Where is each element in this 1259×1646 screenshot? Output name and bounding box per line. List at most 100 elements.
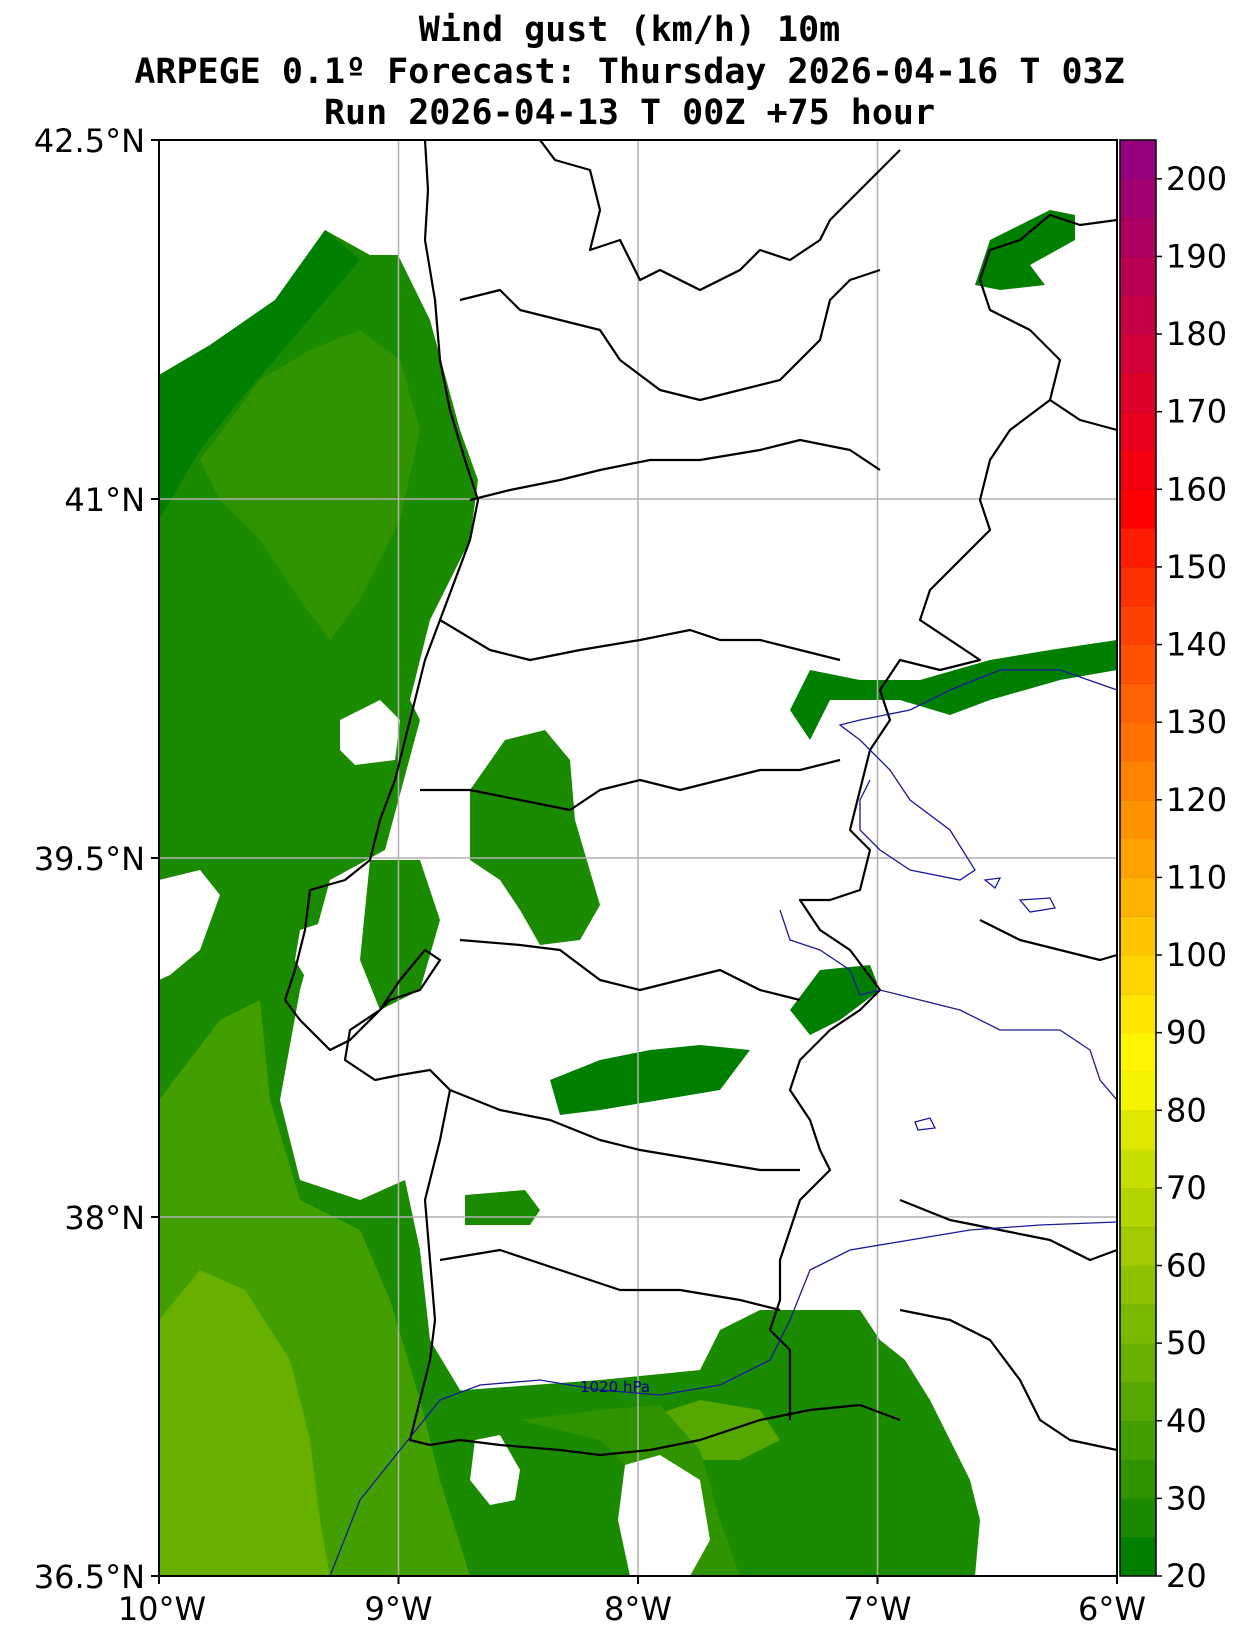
isobar-small-loop-3 bbox=[914, 1117, 936, 1131]
colorbar-swatch bbox=[1120, 760, 1156, 801]
colorbar-swatch bbox=[1120, 217, 1156, 257]
colorbar-swatch bbox=[1120, 683, 1156, 723]
gust-zone-northeast bbox=[975, 210, 1075, 290]
calm-zone-algarve-coast bbox=[470, 1435, 520, 1505]
colorbar-swatch bbox=[1120, 1032, 1156, 1072]
colorbar-swatch bbox=[1120, 450, 1156, 490]
calm-zone-faro bbox=[618, 1455, 710, 1576]
gust-zone-leiria bbox=[470, 730, 600, 945]
colorbar-swatch bbox=[1120, 1187, 1156, 1228]
colorbar-tick-label: 80 bbox=[1166, 1091, 1207, 1129]
gust-zone-portalegre bbox=[790, 965, 880, 1035]
colorbar-swatch bbox=[1120, 256, 1156, 296]
coastline-west bbox=[283, 140, 901, 1457]
gust-zone-ocean-far-north bbox=[159, 230, 360, 520]
district-line-c bbox=[439, 619, 841, 662]
lon-tick-label: 7°W bbox=[844, 1590, 912, 1628]
calm-zone-coast-39-8 bbox=[340, 700, 400, 765]
district-line-e bbox=[459, 938, 801, 1002]
district-line-b bbox=[469, 438, 881, 502]
colorbar-swatch bbox=[1120, 1381, 1156, 1422]
gust-zone-alentejo-small bbox=[465, 1190, 540, 1225]
colorbar-swatch bbox=[1120, 1420, 1156, 1461]
gust-zone-evora bbox=[550, 1045, 750, 1115]
colorbar-swatch bbox=[1120, 295, 1156, 335]
district-line-k bbox=[1049, 399, 1117, 432]
lat-tick-label: 42.5°N bbox=[34, 122, 145, 160]
colorbar-tick-labels: 20 30 40 50 60 70 80 90 100 110 120 130 140 150 160 170… bbox=[1156, 160, 1227, 1595]
district-line-a bbox=[459, 268, 881, 402]
colorbar-swatch bbox=[1120, 644, 1156, 684]
wind-gust-fill-layer bbox=[159, 210, 1117, 1576]
border-spain-east bbox=[768, 213, 1117, 1420]
lat-tick-label: 39.5°N bbox=[34, 840, 145, 878]
map-title-line-2: ARPEGE 0.1º Forecast: Thursday 2026-04-1… bbox=[134, 52, 1125, 92]
colorbar-tick-label: 90 bbox=[1166, 1014, 1207, 1052]
colorbar-swatch bbox=[1120, 955, 1156, 995]
colorbar-swatch bbox=[1120, 799, 1156, 840]
isobar-inland-loop bbox=[838, 669, 1117, 881]
colorbar-swatch bbox=[1120, 334, 1156, 374]
lat-tick-label: 36.5°N bbox=[34, 1558, 145, 1596]
wind-gust-colorbar bbox=[1119, 139, 1157, 1577]
colorbar-swatch bbox=[1120, 838, 1156, 878]
colorbar-swatch bbox=[1120, 1343, 1156, 1383]
colorbar-swatch bbox=[1120, 722, 1156, 762]
lon-tick-label: 8°W bbox=[604, 1590, 672, 1628]
colorbar-tick-label: 120 bbox=[1166, 781, 1227, 819]
colorbar-swatch bbox=[1120, 140, 1156, 180]
gust-zone-ocean-southwest bbox=[159, 1270, 330, 1576]
colorbar-tick-label: 150 bbox=[1166, 548, 1227, 586]
isobar-central bbox=[779, 909, 1117, 1101]
gust-zone-ocean-north-core bbox=[200, 330, 420, 640]
district-line-h bbox=[899, 1198, 1117, 1262]
colorbar-swatch bbox=[1120, 1071, 1156, 1111]
colorbar-tick-label: 40 bbox=[1166, 1402, 1207, 1440]
isobar-1020 bbox=[329, 1221, 1117, 1576]
colorbar-tick-label: 60 bbox=[1166, 1247, 1207, 1285]
colorbar-tick-label: 190 bbox=[1166, 237, 1227, 275]
colorbar-swatch bbox=[1120, 372, 1156, 413]
colorbar-swatch bbox=[1120, 1537, 1156, 1577]
colorbar-swatch bbox=[1120, 1149, 1156, 1189]
isobar-small-loop-2 bbox=[1018, 897, 1056, 913]
colorbar-swatch bbox=[1120, 877, 1156, 917]
colorbar-swatch bbox=[1120, 528, 1156, 568]
colorbar-tick-label: 200 bbox=[1166, 160, 1227, 198]
latitude-axis: 42.5°N 41°N 39.5°N 38°N 36.5°N bbox=[34, 122, 159, 1596]
district-line-j bbox=[979, 919, 1117, 962]
gust-zone-tagus-estuary bbox=[360, 860, 440, 1010]
district-line-g bbox=[439, 1248, 781, 1312]
colorbar-tick-label: 130 bbox=[1166, 703, 1227, 741]
district-line-f bbox=[449, 1088, 800, 1172]
isobar-small-loop-1 bbox=[983, 877, 1002, 890]
lat-tick-label: 41°N bbox=[64, 481, 145, 519]
colorbar-swatch bbox=[1120, 411, 1156, 451]
map-gridlines bbox=[159, 140, 1117, 1576]
colorbar-swatch bbox=[1120, 1110, 1156, 1150]
isobar-layer bbox=[329, 669, 1117, 1576]
colorbar-tick-label: 180 bbox=[1166, 315, 1227, 353]
isobar-label: 1020 hPa bbox=[580, 1378, 650, 1396]
colorbar-swatch bbox=[1120, 1304, 1156, 1344]
colorbar-swatch bbox=[1120, 566, 1156, 607]
colorbar-swatch bbox=[1120, 605, 1156, 646]
colorbar-tick-label: 30 bbox=[1166, 1479, 1207, 1517]
colorbar-swatch bbox=[1120, 1459, 1156, 1499]
border-spain-north bbox=[539, 140, 901, 292]
lon-tick-label: 9°W bbox=[365, 1590, 433, 1628]
district-line-i bbox=[899, 1308, 1117, 1452]
colorbar-swatch bbox=[1120, 916, 1156, 956]
colorbar-swatch bbox=[1120, 1226, 1156, 1267]
colorbar-swatch bbox=[1120, 489, 1156, 529]
colorbar-swatch bbox=[1120, 178, 1156, 219]
colorbar-swatch bbox=[1120, 993, 1156, 1034]
colorbar-tick-label: 170 bbox=[1166, 393, 1227, 431]
district-line-d bbox=[420, 758, 841, 812]
calm-zone-offshore-west bbox=[159, 870, 220, 980]
lat-tick-label: 38°N bbox=[64, 1199, 145, 1237]
colorbar-tick-label: 140 bbox=[1166, 626, 1227, 664]
colorbar-swatch bbox=[1120, 1265, 1156, 1305]
calm-zone-setubal bbox=[295, 1040, 340, 1100]
